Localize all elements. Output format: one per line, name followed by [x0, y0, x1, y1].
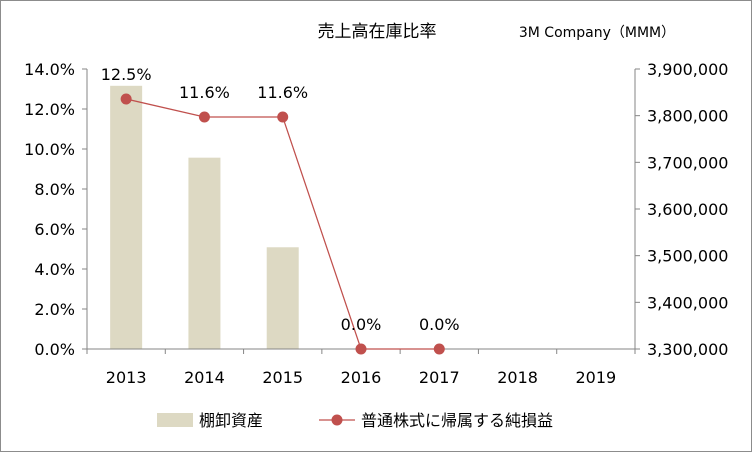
- left-tick-label: 2.0%: [34, 300, 75, 319]
- point-2015: [277, 111, 289, 123]
- right-tick-label: 3,300,000: [647, 340, 728, 359]
- data-label-2017: 0.0%: [419, 315, 460, 334]
- x-tick-label: 2015: [262, 368, 303, 387]
- bar-2014: [188, 157, 221, 349]
- right-tick-label: 3,600,000: [647, 200, 728, 219]
- legend-swatch-inventory: [157, 413, 193, 427]
- legend-label-inventory: 棚卸資産: [199, 411, 263, 430]
- left-tick-label: 8.0%: [34, 180, 75, 199]
- right-tick-label: 3,900,000: [647, 60, 728, 79]
- data-label-2013: 12.5%: [101, 65, 152, 84]
- point-2016: [355, 343, 367, 355]
- data-label-2016: 0.0%: [341, 315, 382, 334]
- point-2017: [433, 343, 445, 355]
- left-tick-label: 4.0%: [34, 260, 75, 279]
- legend-swatch-net-income-marker: [331, 414, 343, 426]
- right-tick-label: 3,400,000: [647, 293, 728, 312]
- left-tick-label: 12.0%: [24, 100, 75, 119]
- right-tick-label: 3,800,000: [647, 107, 728, 126]
- data-label-2014: 11.6%: [179, 83, 230, 102]
- point-2014: [198, 111, 210, 123]
- legend-label-net-income: 普通株式に帰属する純損益: [361, 411, 553, 430]
- line-series-net-income: 12.5% 11.6% 11.6% 0.0% 0.0%: [101, 65, 460, 355]
- right-tick-label: 3,500,000: [647, 247, 728, 266]
- legend: 棚卸資産 普通株式に帰属する純損益: [157, 411, 553, 430]
- chart-subtitle: 3M Company（MMM）: [519, 25, 675, 41]
- left-tick-label: 6.0%: [34, 220, 75, 239]
- left-tick-label: 10.0%: [24, 140, 75, 159]
- point-2013: [120, 93, 132, 105]
- x-tick-label: 2017: [419, 368, 460, 387]
- data-label-2015: 11.6%: [257, 83, 308, 102]
- x-tick-label: 2016: [341, 368, 382, 387]
- axes: 0.0% 2.0% 4.0% 6.0% 8.0% 10.0% 12.0% 14.0% 3,300…: [24, 60, 728, 387]
- left-tick-label: 14.0%: [24, 60, 75, 79]
- bar-2015: [266, 247, 299, 349]
- right-tick-label: 3,700,000: [647, 153, 728, 172]
- x-tick-label: 2018: [497, 368, 538, 387]
- bar-series-inventory: [110, 85, 299, 350]
- left-tick-label: 0.0%: [34, 340, 75, 359]
- x-tick-label: 2019: [575, 368, 616, 387]
- x-tick-label: 2014: [184, 368, 225, 387]
- chart-title: 売上高在庫比率: [318, 22, 437, 42]
- bar-2013: [110, 85, 143, 350]
- x-tick-label: 2013: [106, 368, 147, 387]
